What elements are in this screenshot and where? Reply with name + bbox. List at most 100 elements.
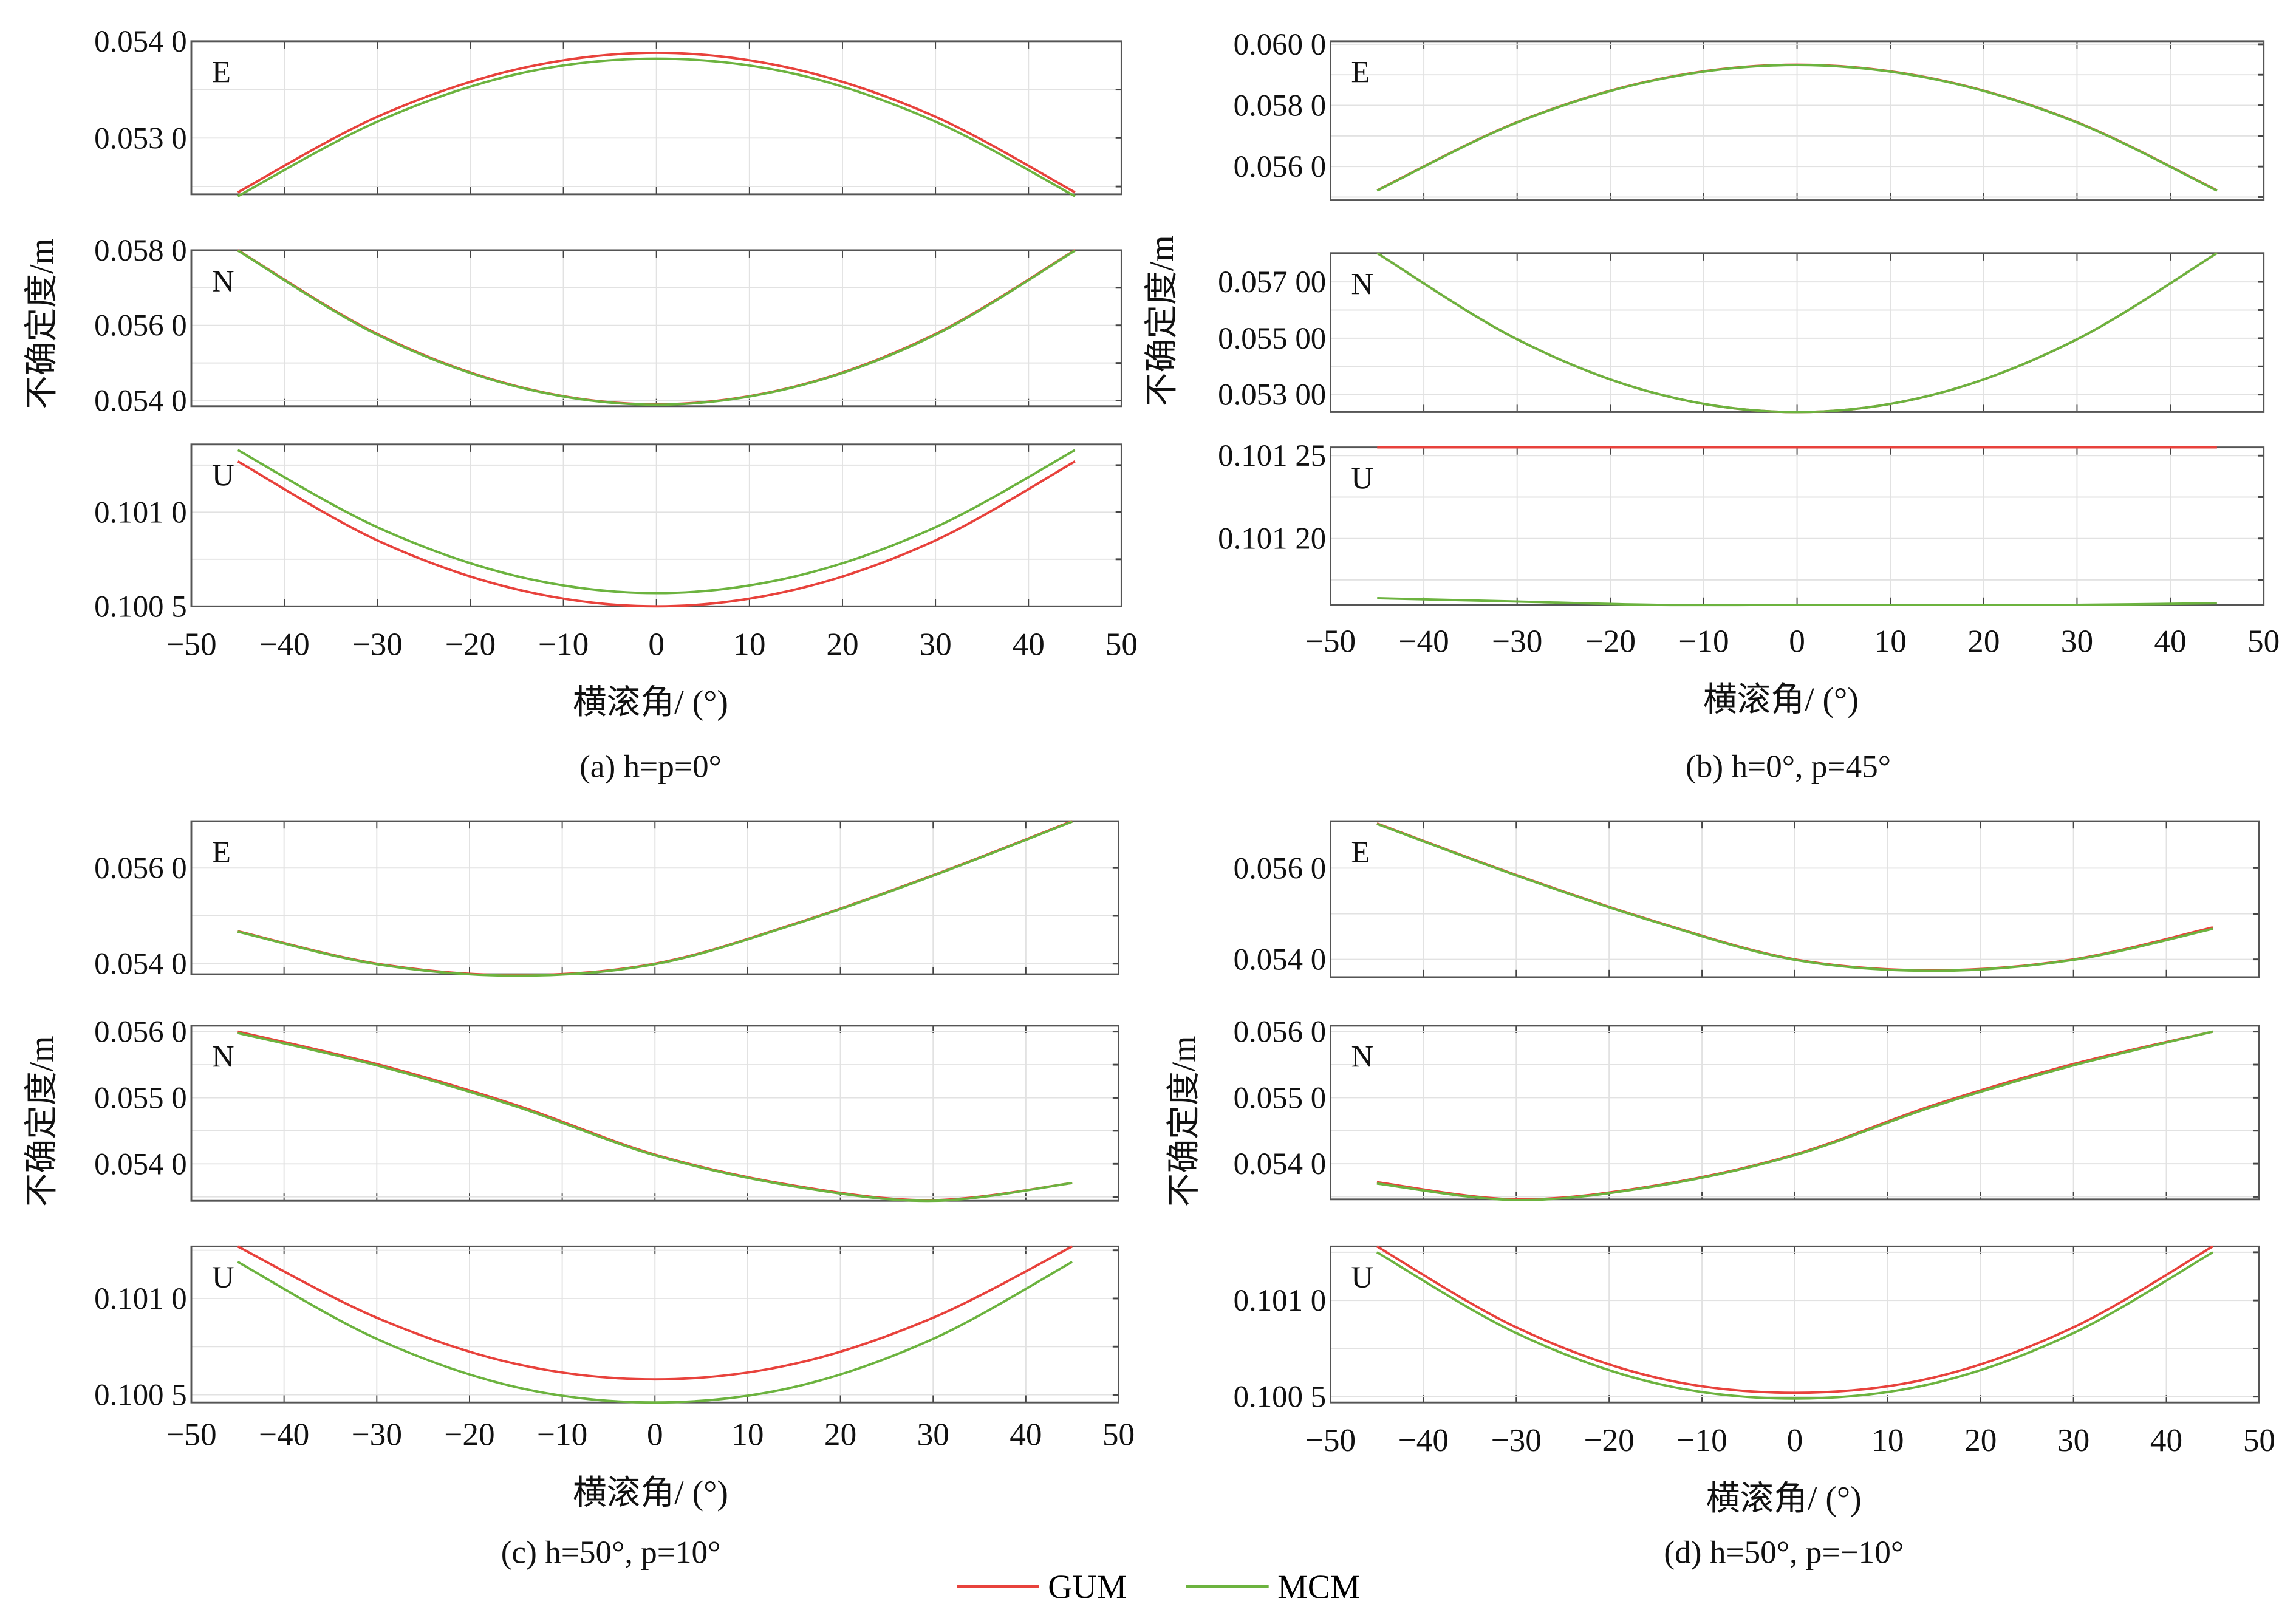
- y-tick-label: 0.060 0: [1234, 28, 1327, 62]
- y-tick-label: 0.101 0: [94, 1282, 187, 1316]
- x-tick-label: 30: [917, 1416, 949, 1452]
- x-tick-label: −20: [1585, 623, 1636, 659]
- y-tick-label: 0.053 0: [94, 121, 187, 155]
- x-tick-label: −20: [445, 626, 496, 662]
- x-tick-label: 40: [2154, 623, 2186, 659]
- x-tick-label: 20: [824, 1416, 856, 1452]
- x-tick-label: 0: [648, 626, 665, 662]
- x-tick-label: −50: [1305, 1422, 1356, 1458]
- x-tick-label: −40: [1398, 623, 1449, 659]
- y-tick-label: 0.056 0: [94, 851, 187, 885]
- x-tick-label: 30: [2061, 623, 2093, 659]
- x-tick-label: 30: [2057, 1422, 2089, 1458]
- y-tick-label: 0.056 0: [1234, 851, 1327, 885]
- legend: GUM MCM: [957, 1568, 1360, 1606]
- plot-frame: [1330, 40, 2265, 201]
- series-line-gum: [237, 460, 1076, 608]
- component-label: U: [212, 1261, 234, 1295]
- x-tick-label: 20: [1964, 1422, 1997, 1458]
- subplot-e: 0.056 0 0.054 0 E: [94, 820, 1119, 981]
- x-tick-label: 0: [1789, 623, 1805, 659]
- component-label: N: [1351, 268, 1373, 302]
- x-tick-label: −10: [1678, 623, 1729, 659]
- y-tick-label: 0.054 0: [94, 384, 187, 418]
- component-label: E: [1351, 56, 1370, 90]
- panel-caption: (d) h=50°, p=−10°: [1664, 1534, 1904, 1570]
- subplot-u: 0.101 0 0.100 5 U: [94, 1245, 1119, 1412]
- y-axis-label: 不确定度/m: [1166, 1036, 1203, 1207]
- series-line-mcm: [1376, 1251, 2213, 1400]
- x-axis-label: 横滚角/ (°): [573, 684, 728, 722]
- series-line-mcm: [237, 57, 1076, 197]
- panel-caption: (b) h=0°, p=45°: [1686, 748, 1891, 784]
- y-tick-label: 0.054 0: [94, 25, 187, 59]
- x-axis-label: 横滚角/ (°): [573, 1474, 728, 1512]
- y-tick-label: 0.054 0: [1234, 1147, 1327, 1181]
- x-tick-label: 40: [2150, 1422, 2182, 1458]
- plot-frame: [1330, 820, 2260, 978]
- panel-caption: (c) h=50°, p=10°: [501, 1534, 721, 1570]
- x-tick-label: −10: [537, 1416, 587, 1452]
- plot-frame: [190, 820, 1119, 975]
- component-label: N: [212, 265, 234, 299]
- y-tick-label: 0.058 0: [94, 234, 187, 268]
- component-label: N: [1351, 1040, 1373, 1074]
- series-line-mcm: [237, 249, 1076, 406]
- series-line-mcm: [1376, 822, 2213, 972]
- subplot-n: 0.056 0 0.055 0 0.054 0 N: [94, 1015, 1119, 1203]
- x-tick-label: 30: [919, 626, 951, 662]
- x-tick-label: 10: [1871, 1422, 1904, 1458]
- y-tick-label: 0.101 20: [1218, 522, 1326, 556]
- panel-b: 0.060 00.058 00.056 0E0.057 000.055 000.…: [1143, 28, 2280, 785]
- y-tick-label: 0.055 00: [1218, 322, 1326, 356]
- x-tick-label: 50: [2247, 623, 2280, 659]
- y-axis-label: 不确定度/m: [23, 1036, 61, 1207]
- component-label: E: [212, 56, 231, 90]
- component-label: U: [1351, 1261, 1373, 1295]
- x-tick-label: −30: [1492, 623, 1542, 659]
- subplot-n: 0.058 0 0.056 0 0.054 0 N: [94, 234, 1122, 418]
- y-tick-label: 0.055 0: [1234, 1081, 1327, 1115]
- series-line-gum: [1376, 1245, 2213, 1394]
- x-tick-label: −50: [166, 1416, 216, 1452]
- y-tick-label: 0.056 0: [1234, 150, 1327, 184]
- series-line-mcm: [237, 1261, 1073, 1404]
- y-tick-label: 0.100 5: [94, 1378, 187, 1412]
- x-tick-label: 20: [826, 626, 858, 662]
- y-tick-label: 0.056 0: [94, 309, 187, 343]
- x-tick-label: −30: [352, 626, 403, 662]
- x-tick-label: 10: [1874, 623, 1907, 659]
- panel-caption: (a) h=p=0°: [579, 748, 722, 784]
- x-tick-label: 40: [1010, 1416, 1042, 1452]
- plot-frame: [190, 40, 1122, 196]
- x-tick-label: 50: [2243, 1422, 2275, 1458]
- x-tick-label: 0: [1787, 1422, 1803, 1458]
- series-line-mcm: [1376, 252, 2218, 414]
- y-tick-label: 0.058 0: [1234, 89, 1327, 123]
- plot-frame: [1330, 1245, 2260, 1404]
- component-label: E: [212, 836, 231, 870]
- x-tick-label: −20: [444, 1416, 494, 1452]
- series-line-mcm: [237, 1031, 1073, 1203]
- component-label: U: [212, 459, 234, 493]
- x-tick-label: 50: [1105, 626, 1138, 662]
- x-tick-label: 10: [731, 1416, 764, 1452]
- y-axis-label: 不确定度/m: [23, 238, 61, 409]
- panel-a: 0.054 0 0.053 0 E 0.058 0 0.056 0 0.054 0 N 0.1…: [23, 25, 1138, 785]
- y-tick-label: 0.054 0: [1234, 943, 1327, 977]
- panel-c: 0.056 0 0.054 0 E 0.056 0 0.055 0 0.054 0 N 0.1…: [23, 820, 1135, 1570]
- x-tick-label: −40: [259, 1416, 309, 1452]
- panel-d: 0.056 0 0.054 0 E 0.056 0 0.055 0 0.054 0 N 0.1…: [1166, 820, 2275, 1570]
- y-tick-label: 0.054 0: [94, 947, 187, 981]
- subplot-u: 0.101 0 0.100 5 U: [1234, 1245, 2260, 1414]
- x-tick-label: 40: [1013, 626, 1045, 662]
- x-tick-label: −40: [259, 626, 309, 662]
- y-tick-label: 0.054 0: [94, 1147, 187, 1181]
- x-tick-label: −40: [1398, 1422, 1449, 1458]
- x-tick-label: 50: [1102, 1416, 1135, 1452]
- y-tick-label: 0.055 0: [94, 1081, 187, 1115]
- y-tick-label: 0.100 5: [94, 590, 187, 624]
- y-tick-label: 0.056 0: [94, 1015, 187, 1049]
- y-tick-label: 0.056 0: [1234, 1015, 1327, 1049]
- series-line-mcm: [237, 449, 1076, 595]
